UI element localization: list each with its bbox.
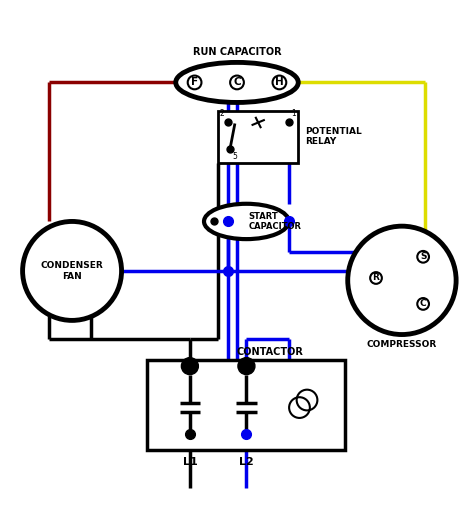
Text: C: C [233, 77, 241, 87]
Text: H: H [275, 77, 284, 87]
Ellipse shape [176, 62, 298, 103]
FancyBboxPatch shape [218, 111, 298, 163]
Circle shape [348, 226, 456, 335]
Text: POTENTIAL
RELAY: POTENTIAL RELAY [305, 127, 362, 146]
Text: F: F [191, 77, 198, 87]
Text: R: R [373, 274, 380, 282]
FancyBboxPatch shape [147, 360, 346, 450]
Text: S: S [420, 252, 427, 262]
Text: L2: L2 [239, 457, 254, 467]
Ellipse shape [204, 204, 289, 239]
Text: L1: L1 [182, 457, 197, 467]
Text: CONTACTOR: CONTACTOR [237, 347, 304, 357]
Text: 1: 1 [292, 109, 296, 118]
Text: COMPRESSOR: COMPRESSOR [367, 340, 437, 349]
Text: 2: 2 [219, 109, 224, 118]
Text: C: C [420, 299, 427, 309]
Text: CONDENSER
FAN: CONDENSER FAN [41, 261, 103, 281]
Circle shape [238, 358, 255, 374]
Circle shape [23, 221, 121, 321]
Circle shape [182, 358, 198, 374]
Text: START
CAPACITOR: START CAPACITOR [249, 212, 302, 231]
Text: 5: 5 [233, 152, 237, 161]
Text: RUN CAPACITOR: RUN CAPACITOR [193, 47, 281, 57]
